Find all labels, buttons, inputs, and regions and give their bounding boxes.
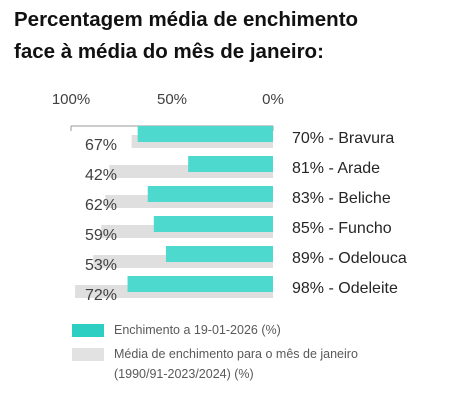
legend-label-average-line-1: Média de enchimento para o mês de janeir… xyxy=(114,347,358,361)
x-axis: 100% 50% 0% xyxy=(52,91,284,131)
bar-current xyxy=(165,246,273,262)
legend: Enchimento a 19-01-2026 (%) Média de enc… xyxy=(72,320,358,388)
legend-item-average: Média de enchimento para o mês de janeir… xyxy=(72,344,358,384)
legend-item-current: Enchimento a 19-01-2026 (%) xyxy=(72,320,358,340)
category-label: 85% - Funcho xyxy=(292,220,392,237)
chart-title: Percentagem média de enchimento face à m… xyxy=(14,4,358,68)
tick-label: 0% xyxy=(262,91,284,108)
value-label: 72% xyxy=(85,287,117,304)
bar-current xyxy=(147,186,273,202)
bar-current xyxy=(188,156,273,172)
bar-current xyxy=(153,216,273,232)
chart-title-line-1: Percentagem média de enchimento xyxy=(14,8,359,31)
legend-label-average-line-2: (1990/91-2023/2024) (%) xyxy=(114,367,254,381)
legend-swatch-average xyxy=(72,348,104,361)
chart-title-line-2: face à média do mês de janeiro: xyxy=(14,40,324,63)
category-label: 70% - Bravura xyxy=(292,130,394,147)
legend-label-current: Enchimento a 19-01-2026 (%) xyxy=(114,323,281,337)
category-label: 83% - Beliche xyxy=(292,190,391,207)
tick-label: 50% xyxy=(157,91,187,108)
tick-label: 100% xyxy=(52,91,90,108)
category-label: 81% - Arade xyxy=(292,160,380,177)
value-label: 59% xyxy=(85,227,117,244)
value-label: 42% xyxy=(85,167,117,184)
category-label: 98% - Odeleite xyxy=(292,280,398,297)
value-label: 53% xyxy=(85,257,117,274)
value-label: 62% xyxy=(85,197,117,214)
bar-current xyxy=(127,276,273,292)
bar-current xyxy=(137,126,273,142)
category-label: 89% - Odelouca xyxy=(292,250,407,267)
labels: 67% 70% - Bravura 42% 81% - Arade 62% 83% - B… xyxy=(85,130,407,304)
current-bars xyxy=(127,126,273,292)
legend-swatch-current xyxy=(72,324,104,337)
value-label: 67% xyxy=(85,137,117,154)
